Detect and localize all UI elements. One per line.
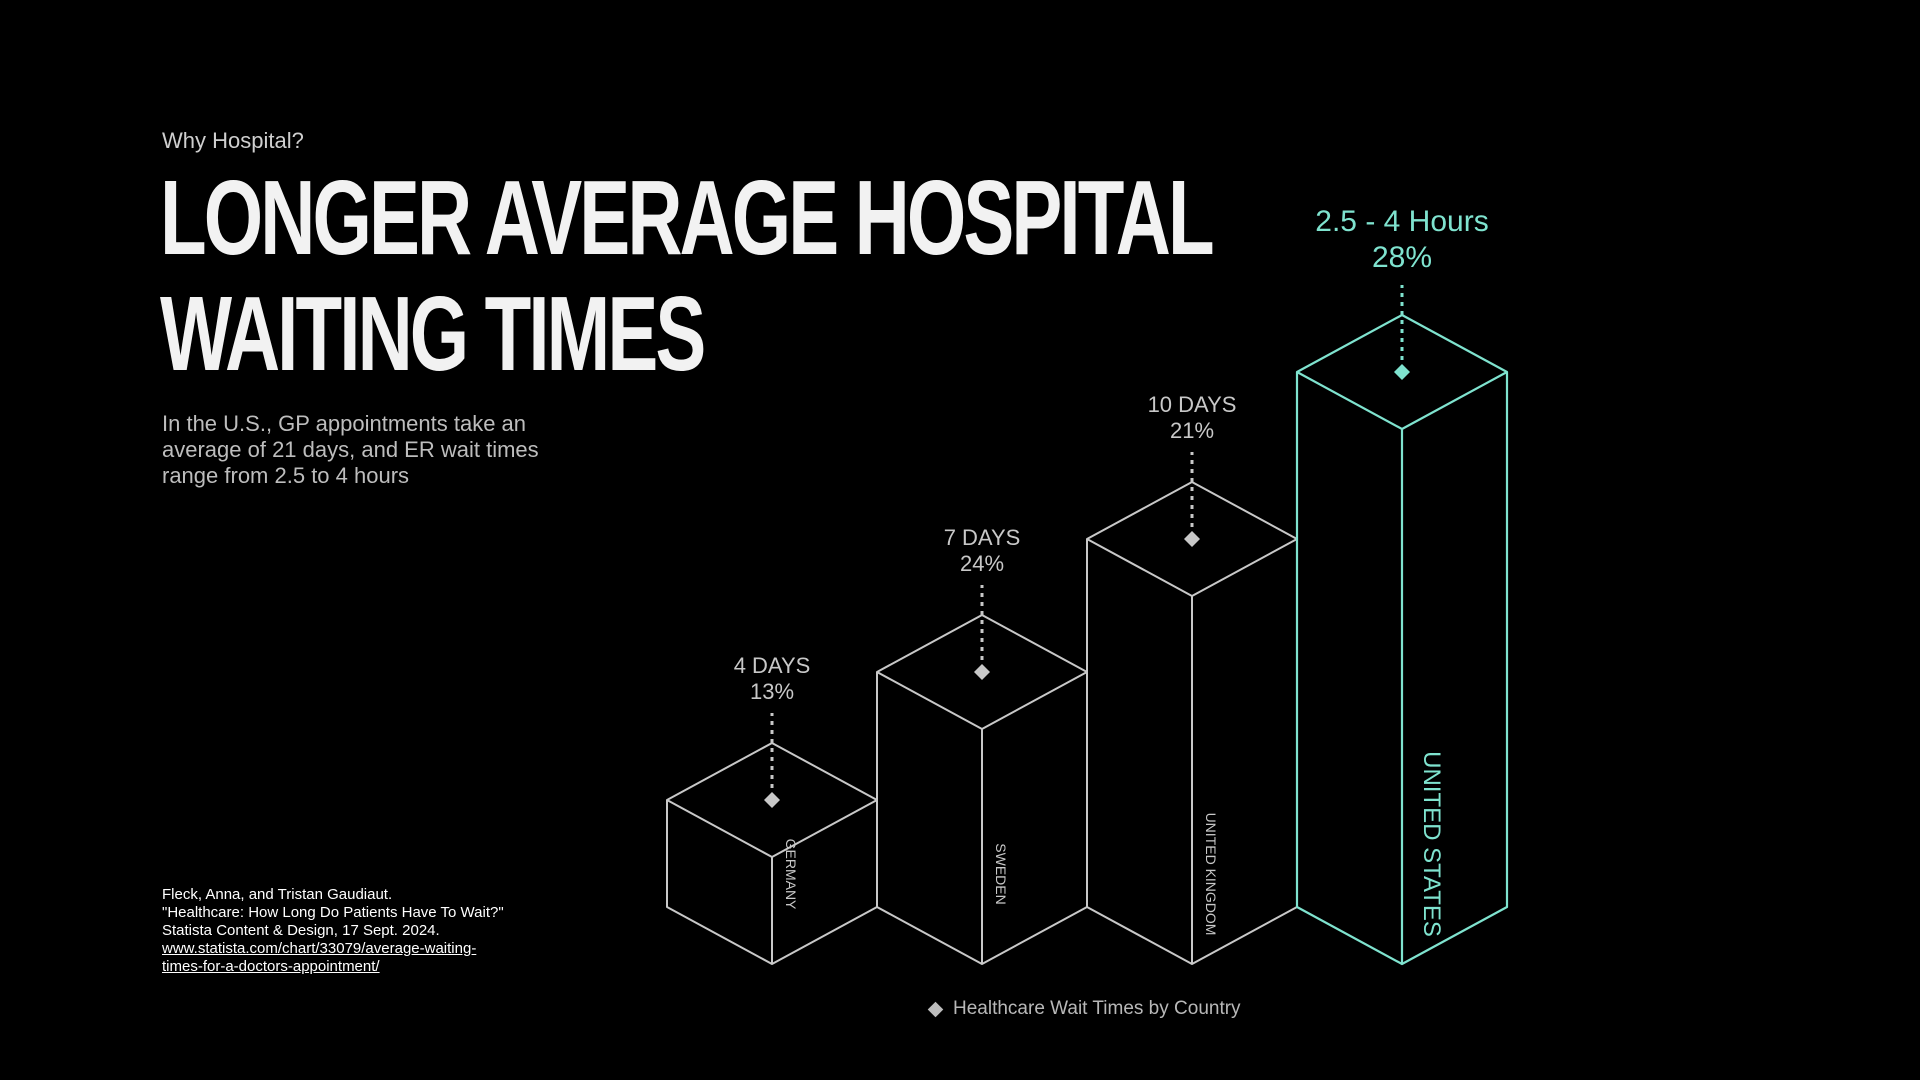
bar-wait-label: 10 DAYS [1148, 392, 1237, 417]
bar-top-front-edge [1086, 538, 1298, 597]
bar-percent-label: 24% [960, 551, 1004, 576]
bar-top-front-edge [666, 799, 878, 858]
legend-diamond-icon [927, 1001, 944, 1017]
bar-percent-label: 28% [1372, 241, 1432, 274]
bar-wait-label: 7 DAYS [944, 525, 1021, 550]
bar-country-label: SWEDEN [993, 843, 1009, 904]
citation-link-line-2[interactable]: times-for-a-doctors-appointment/ [162, 958, 380, 975]
bar-country-label: UNITED KINGDOM [1203, 813, 1219, 936]
bar-country-label: GERMANY [783, 839, 799, 910]
citation-publisher: Statista Content & Design, 17 Sept. 2024… [162, 922, 440, 939]
bar-diamond-marker [1184, 531, 1200, 547]
citation-title: "Healthcare: How Long Do Patients Have T… [162, 904, 504, 921]
bar-diamond-marker [764, 792, 780, 808]
page-title-line-2: WAITING TIMES [160, 275, 706, 393]
bar-wait-label: 4 DAYS [734, 653, 811, 678]
eyebrow-label: Why Hospital? [162, 128, 304, 153]
chart-legend: Healthcare Wait Times by Country [927, 998, 1241, 1020]
bar-top-front-edge [1296, 371, 1508, 431]
bar-percent-label: 13% [750, 679, 794, 704]
bar-wait-label: 2.5 - 4 Hours [1315, 205, 1488, 238]
page-subtitle: In the U.S., GP appointments take an ave… [162, 411, 539, 488]
bar-diamond-marker [1394, 364, 1410, 380]
legend-label: Healthcare Wait Times by Country [953, 998, 1241, 1019]
bar-country-label: UNITED STATES [1418, 751, 1445, 937]
bar-diamond-marker [974, 664, 990, 680]
bar-percent-label: 21% [1170, 418, 1214, 443]
citation-authors: Fleck, Anna, and Tristan Gaudiaut. [162, 886, 393, 903]
citation-link-line-1[interactable]: www.statista.com/chart/33079/average-wai… [162, 940, 477, 957]
citation-block: Fleck, Anna, and Tristan Gaudiaut. "Heal… [162, 886, 582, 976]
bar-top-front-edge [876, 671, 1088, 730]
